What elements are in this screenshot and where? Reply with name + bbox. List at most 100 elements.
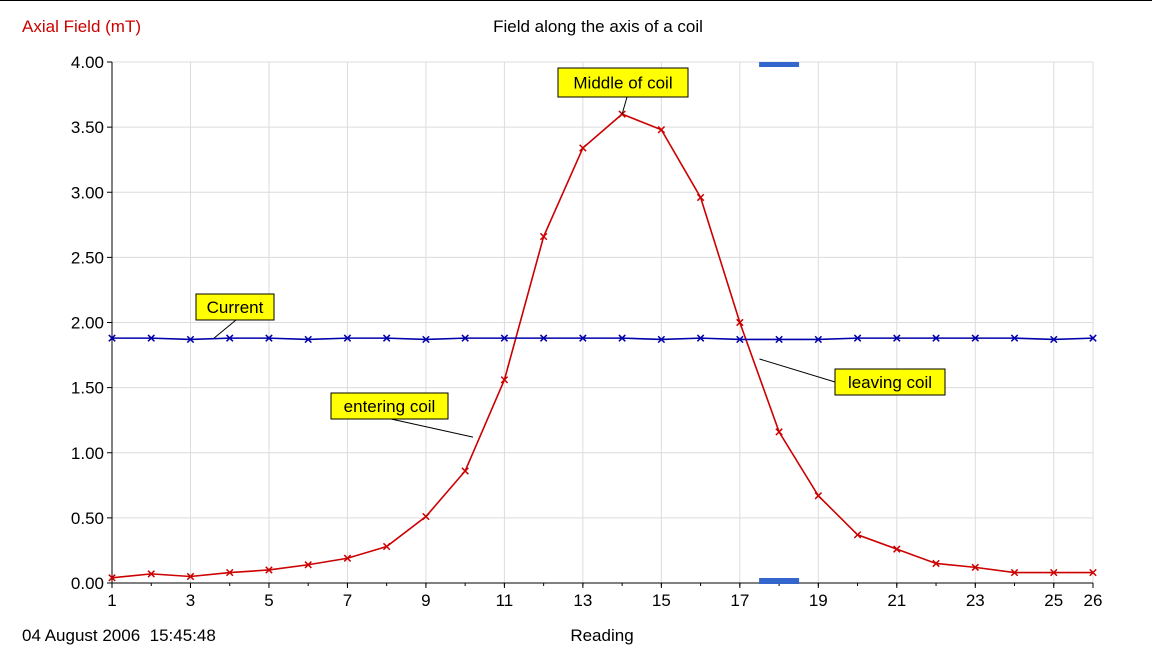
- data-point-0: [618, 110, 626, 118]
- annotation-box: [557, 67, 689, 98]
- y-tick-label: 1.00: [71, 444, 104, 463]
- data-point-0: [382, 542, 391, 551]
- data-point-1: [304, 335, 312, 344]
- data-point-0: [343, 554, 352, 562]
- data-point-0: [147, 570, 155, 578]
- y-tick-label: 2.50: [71, 248, 104, 267]
- data-point-0: [1089, 568, 1097, 577]
- cursor-bottom-marker[interactable]: [759, 578, 800, 584]
- data-point-0: [225, 568, 234, 577]
- data-point-1: [775, 335, 783, 344]
- data-point-1: [696, 334, 705, 342]
- data-point-1: [461, 334, 469, 342]
- data-point-1: [265, 334, 273, 342]
- data-point-0: [1050, 568, 1058, 577]
- data-point-0: [265, 566, 273, 574]
- cursor-markers[interactable]: [759, 62, 800, 584]
- data-point-0: [186, 572, 195, 581]
- data-point-1: [225, 334, 234, 342]
- x-axis-label: Reading: [570, 626, 633, 645]
- x-tick-label: 9: [421, 591, 430, 610]
- annotation-leader: [390, 418, 474, 438]
- data-point-0: [304, 561, 312, 569]
- data-point-1: [1089, 334, 1097, 342]
- data-point-1: [539, 334, 548, 342]
- x-tick-label: 13: [573, 591, 592, 610]
- data-point-1: [343, 334, 352, 342]
- gridlines: [111, 61, 1094, 584]
- annotation-label: entering coil: [344, 397, 436, 416]
- data-point-0: [539, 232, 548, 241]
- data-point-1: [422, 335, 430, 344]
- x-tick-label: 1: [107, 591, 116, 610]
- data-point-0: [775, 428, 783, 436]
- data-point-1: [500, 334, 509, 342]
- annotation-label: Middle of coil: [573, 74, 672, 93]
- axes: 1 3 5 7 9 11 13 15 17 19 21 23 25 260.000.501.001.502…: [71, 53, 1103, 610]
- data-point-1: [814, 335, 823, 344]
- data-point-0: [461, 467, 469, 475]
- data-point-0: [853, 531, 862, 539]
- data-point-1: [579, 334, 587, 342]
- data-point-0: [814, 492, 823, 500]
- x-tick-label: 7: [343, 591, 352, 610]
- y-tick-label: 1.50: [71, 379, 104, 398]
- data-point-0: [579, 144, 587, 152]
- annotation-leader: [759, 358, 836, 383]
- x-tick-label: 17: [730, 591, 749, 610]
- data-point-1: [932, 334, 940, 342]
- y-tick-label: 2.00: [71, 314, 104, 333]
- data-point-1: [893, 334, 901, 342]
- data-point-1: [853, 334, 862, 342]
- data-point-0: [108, 574, 116, 582]
- x-tick-label: 25: [1044, 591, 1063, 610]
- data-point-0: [893, 545, 901, 553]
- timestamp: 04 August 2006 15:45:48: [22, 626, 216, 645]
- data-point-0: [657, 125, 666, 134]
- data-point-1: [147, 334, 155, 342]
- chart-title: Field along the axis of a coil: [493, 17, 703, 36]
- series-line-1: [112, 337, 1094, 341]
- data-point-1: [618, 334, 626, 342]
- x-tick-label: 23: [966, 591, 985, 610]
- annotations: Middle of coil Current entering coil leavin…: [195, 67, 946, 438]
- annotation-label: Current: [207, 298, 264, 317]
- x-tick-label: 3: [186, 591, 195, 610]
- data-point-1: [382, 334, 391, 342]
- annotation-leader: [621, 96, 628, 115]
- data-point-0: [422, 512, 430, 521]
- data-point-1: [186, 335, 195, 344]
- y-axis-label: Axial Field (mT): [22, 17, 141, 36]
- series-line-0: [111, 113, 1093, 579]
- y-tick-label: 4.00: [71, 53, 104, 72]
- x-tick-label: 15: [652, 591, 671, 610]
- data-point-1: [971, 334, 980, 342]
- annotation-box: [834, 368, 946, 396]
- data-point-0: [500, 376, 509, 384]
- y-tick-label: 0.00: [71, 574, 104, 593]
- x-tick-label: 21: [887, 591, 906, 610]
- y-tick-label: 3.00: [71, 183, 104, 202]
- data-point-0: [696, 193, 705, 202]
- data-point-0: [971, 563, 980, 572]
- cursor-top-marker[interactable]: [759, 62, 800, 67]
- x-tick-label: 19: [809, 591, 828, 610]
- annotation-label: leaving coil: [848, 373, 932, 392]
- data-point-0: [932, 559, 940, 568]
- data-point-1: [108, 334, 116, 342]
- data-point-1: [1050, 335, 1058, 344]
- annotation-leader: [213, 319, 237, 339]
- y-tick-label: 0.50: [71, 509, 104, 528]
- x-tick-label: 26: [1084, 591, 1103, 610]
- x-tick-label: 11: [496, 591, 514, 610]
- data-point-0: [736, 318, 744, 327]
- data-point-0: [1010, 568, 1019, 577]
- data-point-1: [1010, 334, 1019, 342]
- series-layer: [108, 110, 1097, 582]
- annotation-box: [195, 293, 275, 321]
- annotation-box: [330, 392, 449, 420]
- data-point-1: [657, 335, 666, 344]
- x-tick-label: 5: [264, 591, 273, 610]
- y-tick-label: 3.50: [71, 118, 104, 137]
